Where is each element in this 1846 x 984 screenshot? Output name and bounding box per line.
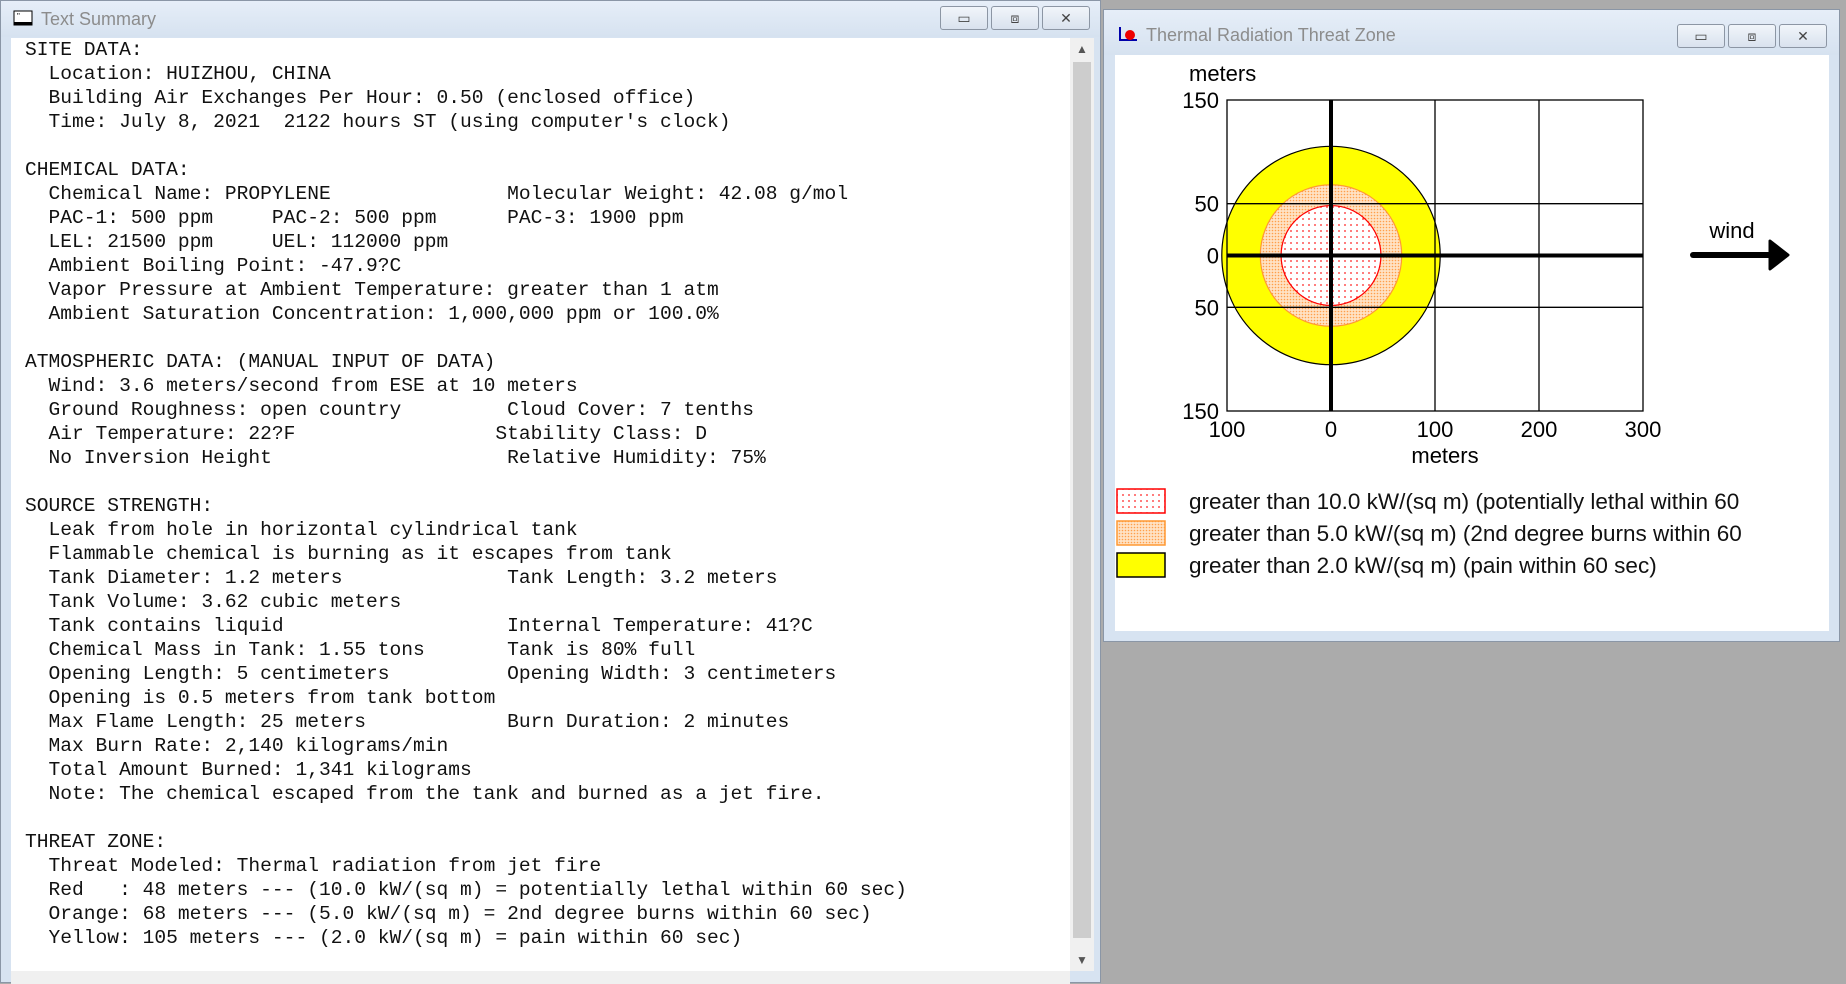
horizontal-scrollbar[interactable] xyxy=(11,971,1070,984)
y-axis-label: meters xyxy=(1189,61,1256,86)
legend-label: greater than 5.0 kW/(sq m) (2nd degree b… xyxy=(1189,521,1742,546)
summary-line: Note: The chemical escaped from the tank… xyxy=(25,783,825,805)
blank-line xyxy=(11,806,1070,830)
minimize-button[interactable]: ▭ xyxy=(940,6,988,30)
summary-line: Vapor Pressure at Ambient Temperature: g… xyxy=(25,279,719,301)
threat-zone-plot-area: 100 0 100 200 300 150 50 0 50 150 meters meters w… xyxy=(1115,55,1829,631)
svg-text:": " xyxy=(17,12,20,21)
summary-line: Tank contains liquid Internal Temperatur… xyxy=(25,615,813,637)
summary-line: SITE DATA: xyxy=(25,39,143,61)
summary-line: Air Temperature: 22?F Stability Class: D xyxy=(25,423,707,445)
minimize-icon: ▭ xyxy=(1694,27,1708,44)
summary-line: Ground Roughness: open country Cloud Cov… xyxy=(25,399,755,421)
summary-line: Time: July 8, 2021 2122 hours ST (using … xyxy=(25,111,731,133)
summary-line: Yellow: 105 meters --- (2.0 kW/(sq m) = … xyxy=(25,927,743,949)
blank-line xyxy=(11,134,1070,158)
restore-icon: ⧈ xyxy=(1747,27,1757,44)
y-tick-label: 0 xyxy=(1207,244,1219,269)
summary-line: Ambient Saturation Concentration: 1,000,… xyxy=(25,303,719,325)
summary-line: Leak from hole in horizontal cylindrical… xyxy=(25,519,578,541)
summary-line: Chemical Name: PROPYLENE Molecular Weigh… xyxy=(25,183,849,205)
summary-line: Threat Modeled: Thermal radiation from j… xyxy=(25,855,602,877)
summary-line: Max Burn Rate: 2,140 kilograms/min xyxy=(25,735,449,757)
title-bar[interactable]: " Text Summary ▭ ⧈ ✕ xyxy=(1,1,1100,37)
summary-line: Max Flame Length: 25 meters Burn Duratio… xyxy=(25,711,790,733)
summary-line: CHEMICAL DATA: xyxy=(25,159,190,181)
summary-line: Wind: 3.6 meters/second from ESE at 10 m… xyxy=(25,375,578,397)
summary-text-area[interactable]: SITE DATA: Location: HUIZHOU, CHINA Buil… xyxy=(11,38,1070,971)
threat-window-icon xyxy=(1119,27,1137,41)
summary-line: No Inversion Height Relative Humidity: 7… xyxy=(25,447,766,469)
summary-line: Tank Diameter: 1.2 meters Tank Length: 3… xyxy=(25,567,778,589)
summary-line: Red : 48 meters --- (10.0 kW/(sq m) = po… xyxy=(25,879,907,901)
legend-label: greater than 10.0 kW/(sq m) (potentially… xyxy=(1189,489,1739,514)
restore-icon: ⧈ xyxy=(1010,9,1020,26)
legend-swatch-yellow xyxy=(1116,552,1166,578)
x-tick-label: 0 xyxy=(1325,417,1337,442)
y-tick-label: 50 xyxy=(1195,192,1219,217)
blank-line xyxy=(11,326,1070,350)
close-icon: ✕ xyxy=(1797,27,1809,44)
wind-label: wind xyxy=(1708,218,1754,243)
summary-line: THREAT ZONE: xyxy=(25,831,167,853)
close-button[interactable]: ✕ xyxy=(1042,6,1090,30)
threat-zone-chart: 100 0 100 200 300 150 50 0 50 150 meters meters w… xyxy=(1116,61,1790,578)
summary-line: Ambient Boiling Point: -47.9?C xyxy=(25,255,402,277)
window-title: Text Summary xyxy=(41,9,157,29)
summary-line: Chemical Mass in Tank: 1.55 tons Tank is… xyxy=(25,639,696,661)
maximize-button[interactable]: ⧈ xyxy=(1728,24,1776,48)
close-button[interactable]: ✕ xyxy=(1779,24,1827,48)
x-tick-label: 300 xyxy=(1625,417,1662,442)
summary-line: Opening is 0.5 meters from tank bottom xyxy=(25,687,496,709)
legend-swatch-red xyxy=(1116,488,1166,514)
summary-line: Tank Volume: 3.62 cubic meters xyxy=(25,591,402,613)
summary-line: Flammable chemical is burning as it esca… xyxy=(25,543,672,565)
summary-line: SOURCE STRENGTH: xyxy=(25,495,214,517)
summary-line: ATMOSPHERIC DATA: (MANUAL INPUT OF DATA) xyxy=(25,351,496,373)
y-tick-label: 50 xyxy=(1195,295,1219,320)
close-icon: ✕ xyxy=(1060,9,1072,26)
minimize-button[interactable]: ▭ xyxy=(1677,24,1725,48)
threat-zone-window: Thermal Radiation Threat Zone ▭ ⧈ ✕ 100 0… xyxy=(1103,9,1840,642)
scroll-down-icon[interactable]: ▼ xyxy=(1076,953,1088,967)
minimize-icon: ▭ xyxy=(957,9,971,26)
x-tick-label: 100 xyxy=(1417,417,1454,442)
x-axis-label: meters xyxy=(1411,443,1478,468)
scroll-up-icon[interactable]: ▲ xyxy=(1076,42,1088,56)
title-bar[interactable]: Thermal Radiation Threat Zone ▭ ⧈ ✕ xyxy=(1104,10,1839,55)
blank-line xyxy=(11,470,1070,494)
wind-arrow-icon xyxy=(1690,239,1790,271)
summary-line: Orange: 68 meters --- (5.0 kW/(sq m) = 2… xyxy=(25,903,872,925)
summary-line: PAC-1: 500 ppm PAC-2: 500 ppm PAC-3: 190… xyxy=(25,207,684,229)
scrollbar-thumb[interactable] xyxy=(1073,62,1091,938)
window-title: Thermal Radiation Threat Zone xyxy=(1146,25,1396,45)
legend-label: greater than 2.0 kW/(sq m) (pain within … xyxy=(1189,553,1657,578)
summary-line: Location: HUIZHOU, CHINA xyxy=(25,63,331,85)
legend-swatch-orange xyxy=(1116,520,1166,546)
vertical-scrollbar[interactable]: ▲ ▼ xyxy=(1070,38,1094,971)
y-tick-label: 150 xyxy=(1182,88,1219,113)
text-window-icon: " xyxy=(13,10,33,26)
text-summary-window: " Text Summary ▭ ⧈ ✕ SITE DATA: Location… xyxy=(0,0,1101,984)
summary-line: LEL: 21500 ppm UEL: 112000 ppm xyxy=(25,231,449,253)
x-tick-label: 100 xyxy=(1209,417,1246,442)
x-tick-label: 200 xyxy=(1521,417,1558,442)
y-tick-label: 150 xyxy=(1182,399,1219,424)
summary-line: Opening Length: 5 centimeters Opening Wi… xyxy=(25,663,837,685)
summary-line: Building Air Exchanges Per Hour: 0.50 (e… xyxy=(25,87,696,109)
summary-line: Total Amount Burned: 1,341 kilograms xyxy=(25,759,472,781)
maximize-button[interactable]: ⧈ xyxy=(991,6,1039,30)
